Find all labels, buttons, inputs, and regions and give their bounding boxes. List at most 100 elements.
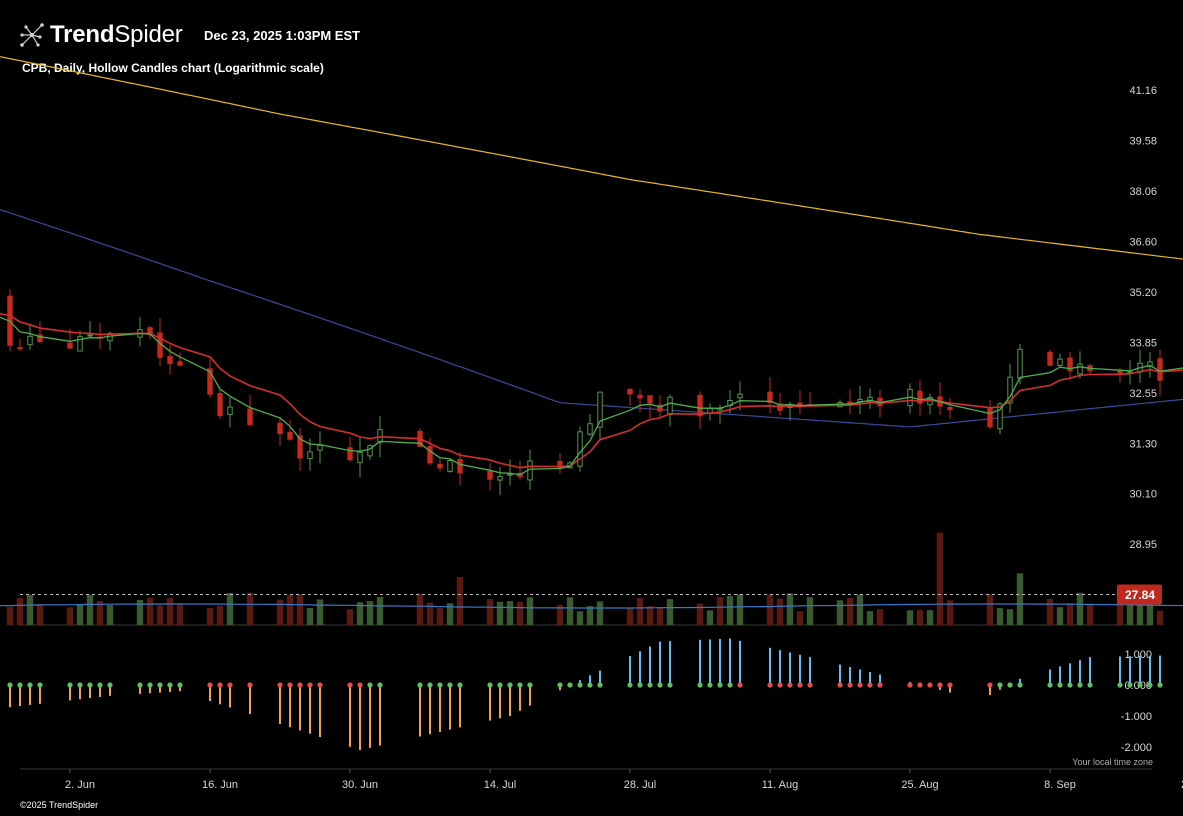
oscillator-signal-dot xyxy=(97,682,103,688)
x-tick-label: 30. Jun xyxy=(342,779,378,791)
volume-bar xyxy=(1056,607,1064,625)
y-tick-label: 39.58 xyxy=(1129,136,1157,148)
y-tick-label: 32.55 xyxy=(1129,388,1157,400)
candle-body xyxy=(997,403,1003,430)
candle-body xyxy=(647,395,653,404)
oscillator-signal-dot xyxy=(227,682,233,688)
volume-bar xyxy=(446,603,454,625)
volume-bar xyxy=(436,608,444,625)
candle-body xyxy=(507,473,513,476)
candle-body xyxy=(637,394,643,399)
volume-bar xyxy=(656,607,664,625)
oscillator-signal-dot xyxy=(847,682,853,688)
last-price-tag xyxy=(1117,584,1162,605)
candle-body xyxy=(1067,357,1073,372)
copyright: ©2025 TrendSpider xyxy=(20,800,99,810)
candle-body xyxy=(737,393,743,399)
volume-average-line xyxy=(0,603,1183,609)
candle-body xyxy=(767,391,773,403)
oscillator-signal-dot xyxy=(287,682,293,688)
oscillator-signal-dot xyxy=(67,682,73,688)
volume-bar xyxy=(566,597,574,625)
timezone-note: Your local time zone xyxy=(1072,757,1153,767)
candle-body xyxy=(487,470,493,480)
oscillator-signal-dot xyxy=(557,682,563,688)
oscillator-signal-dot xyxy=(1147,682,1153,688)
volume-bar xyxy=(936,532,944,625)
oscillator-signal-dot xyxy=(577,682,583,688)
oscillator-signal-dot xyxy=(937,682,943,688)
y-tick-label: 28.95 xyxy=(1129,539,1157,551)
oscillator-signal-dot xyxy=(737,682,743,688)
volume-bar xyxy=(806,597,814,625)
volume-bar xyxy=(556,604,564,625)
candle-body xyxy=(577,431,583,467)
volume-bar xyxy=(596,601,604,625)
oscillator-signal-dot xyxy=(707,682,713,688)
volume-bar xyxy=(696,603,704,625)
brand-light: Spider xyxy=(114,21,183,48)
volume-bar xyxy=(96,601,104,625)
x-tick-label: 28. Jul xyxy=(624,779,656,791)
oscillator-signal-dot xyxy=(527,682,533,688)
volume-bar xyxy=(1076,592,1084,625)
x-tick-label: 2. Jun xyxy=(65,779,95,791)
volume-bar xyxy=(1016,573,1024,625)
volume-bar xyxy=(1116,598,1124,625)
candle-body xyxy=(297,435,303,459)
volume-bar xyxy=(626,607,634,625)
oscillator-signal-dot xyxy=(137,682,143,688)
volume-bar xyxy=(86,594,94,625)
oscillator-signal-dot xyxy=(307,682,313,688)
volume-bar xyxy=(836,600,844,625)
volume-bar xyxy=(986,593,994,625)
volume-bar xyxy=(276,599,284,625)
oscillator-signal-dot xyxy=(947,682,953,688)
candle-body xyxy=(867,396,873,403)
oscillator-signal-dot xyxy=(277,682,283,688)
oscillator-signal-dot xyxy=(357,682,363,688)
volume-bar xyxy=(296,594,304,625)
volume-bar xyxy=(376,596,384,625)
volume-bar xyxy=(1066,603,1074,625)
candle-body xyxy=(287,431,293,440)
oscillator-signal-dot xyxy=(447,682,453,688)
volume-bar xyxy=(226,592,234,625)
oscillator-signal-dot xyxy=(297,682,303,688)
volume-bar xyxy=(796,611,804,625)
oscillator-signal-dot xyxy=(217,682,223,688)
oscillator-signal-dot xyxy=(377,682,383,688)
volume-bar xyxy=(416,593,424,625)
volume-bar xyxy=(216,605,224,625)
volume-bar xyxy=(356,602,364,625)
oscillator-signal-dot xyxy=(587,682,593,688)
volume-bar xyxy=(66,607,74,625)
oscillator-signal-dot xyxy=(1007,682,1013,688)
oscillator-signal-dot xyxy=(667,682,673,688)
chart-subtitle: CPB, Daily, Hollow Candles chart (Logari… xyxy=(22,61,324,75)
volume-bar xyxy=(916,609,924,625)
oscillator-signal-dot xyxy=(647,682,653,688)
candle-body xyxy=(1007,376,1013,404)
brand-bold: Trend xyxy=(50,21,115,48)
oscillator-signal-dot xyxy=(27,682,33,688)
volume-bar xyxy=(866,611,874,625)
volume-bar xyxy=(426,602,434,625)
oscillator-signal-dot xyxy=(1157,682,1163,688)
oscillator-tick-label: -2.000 xyxy=(1121,742,1152,754)
volume-bar xyxy=(346,609,354,625)
volume-bar xyxy=(136,599,144,625)
oscillator-signal-dot xyxy=(147,682,153,688)
volume-bar xyxy=(716,596,724,625)
oscillator-signal-dot xyxy=(17,682,23,688)
candle-body xyxy=(1057,358,1063,366)
volume-bar xyxy=(1136,604,1144,625)
ema-fast-line xyxy=(0,316,1183,476)
volume-bar xyxy=(786,593,794,625)
oscillator-signal-dot xyxy=(777,682,783,688)
sma-50-line xyxy=(0,208,1183,428)
volume-bar xyxy=(576,611,584,625)
candle-body xyxy=(1077,363,1083,375)
oscillator-signal-dot xyxy=(907,682,913,688)
